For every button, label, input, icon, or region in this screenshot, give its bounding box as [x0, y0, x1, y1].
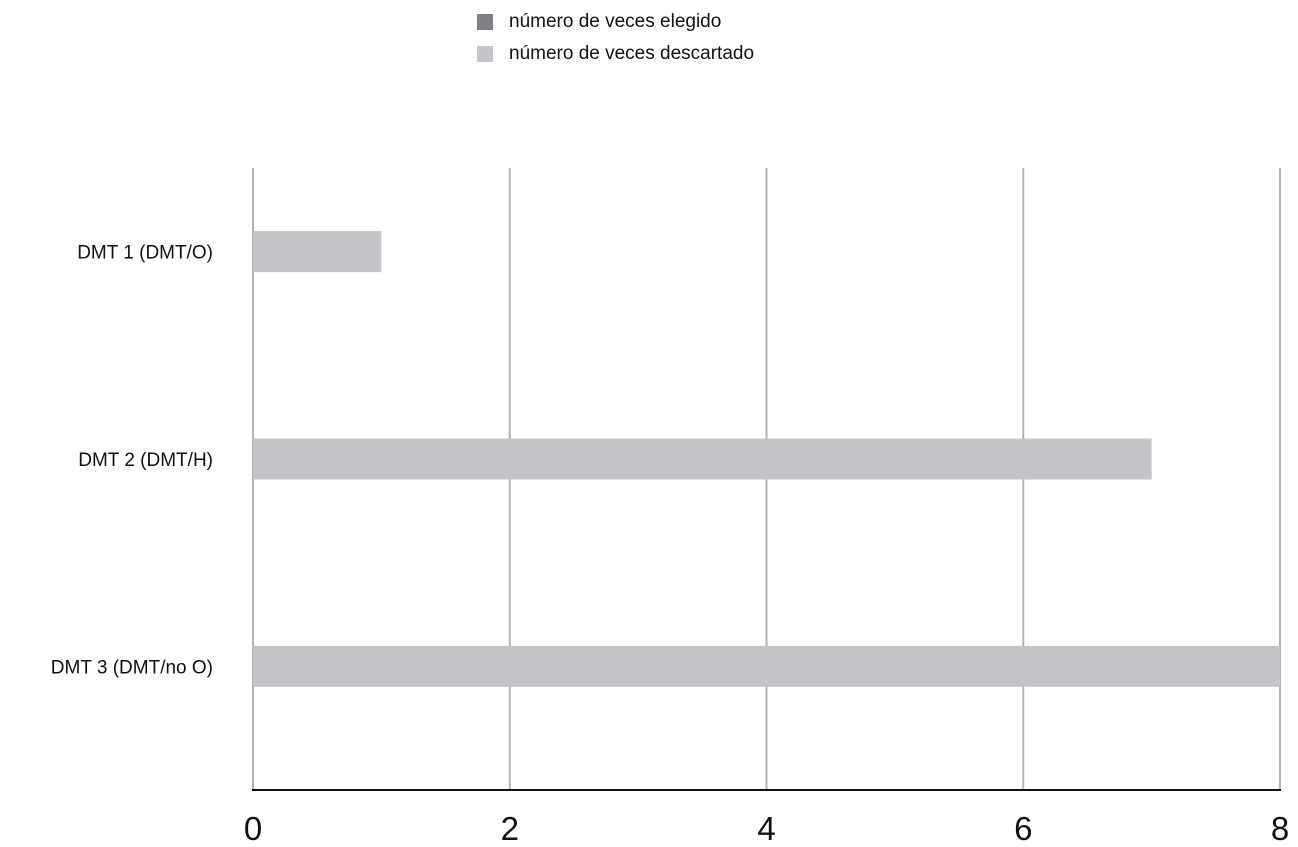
- legend: número de veces elegido número de veces …: [477, 6, 754, 70]
- x-tick-label-1: 2: [501, 810, 519, 847]
- bar-descartado-0: [253, 231, 382, 273]
- legend-label-descartado: número de veces descartado: [509, 43, 755, 64]
- category-label-2: DMT 3 (DMT/no O): [51, 657, 213, 678]
- category-label-1: DMT 2 (DMT/H): [78, 450, 213, 471]
- category-label-0: DMT 1 (DMT/O): [77, 243, 213, 264]
- x-tick-label-3: 6: [1014, 810, 1032, 847]
- legend-label-elegido: número de veces elegido: [509, 11, 722, 32]
- bar-descartado-1: [253, 438, 1152, 480]
- x-tick-label-4: 8: [1271, 810, 1289, 847]
- x-tick-label-2: 4: [757, 810, 775, 847]
- legend-swatch-descartado: [477, 46, 493, 62]
- bar-descartado-2: [253, 645, 1280, 687]
- legend-item-descartado: número de veces descartado: [477, 38, 754, 70]
- legend-item-elegido: número de veces elegido: [477, 6, 754, 38]
- x-tick-label-0: 0: [244, 810, 262, 847]
- legend-swatch-elegido: [477, 14, 493, 30]
